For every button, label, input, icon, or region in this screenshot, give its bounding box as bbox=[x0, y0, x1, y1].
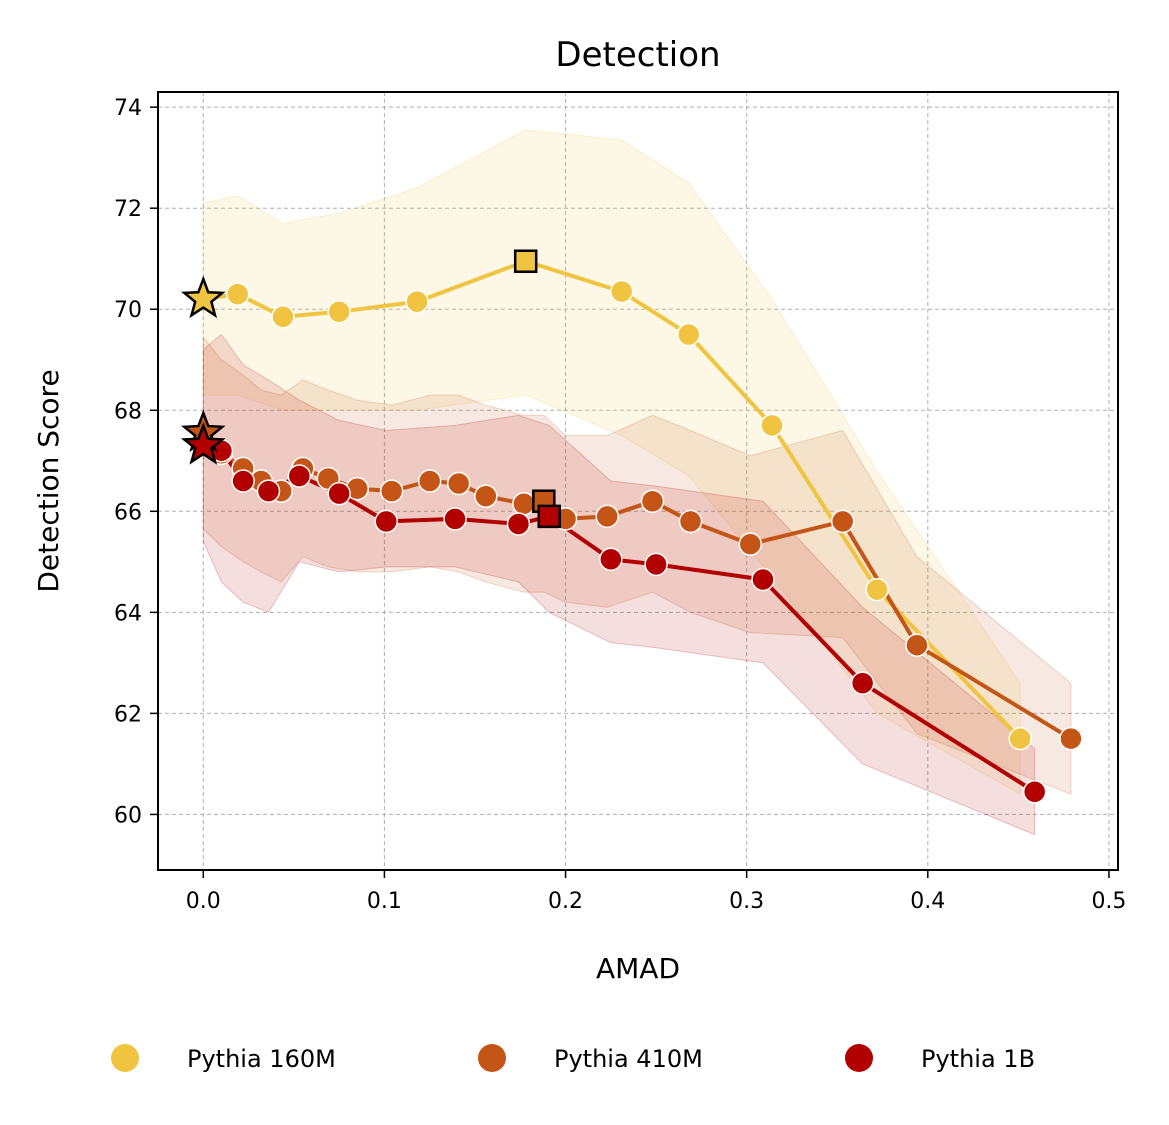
y-tick-label-2: 64 bbox=[114, 601, 142, 626]
legend: Pythia 160M Pythia 410M Pythia 1B bbox=[111, 1044, 1035, 1073]
chart-title: Detection bbox=[555, 35, 720, 75]
baseline-star-pythia-1b bbox=[180, 422, 226, 465]
point-pythia-1b-9 bbox=[599, 547, 623, 572]
y-tick-label-1: 62 bbox=[114, 702, 142, 727]
point-pythia-1b-1 bbox=[231, 469, 255, 493]
point-pythia-410m-9 bbox=[446, 471, 471, 496]
point-pythia-1b-11 bbox=[751, 567, 775, 592]
best-square-pythia-1b bbox=[537, 504, 561, 529]
point-pythia-410m-8 bbox=[417, 469, 442, 493]
legend-marker-pythia-160m bbox=[111, 1044, 139, 1072]
point-pythia-1b-5 bbox=[374, 509, 398, 534]
x-tick-label-4: 0.4 bbox=[910, 889, 945, 914]
point-pythia-1b-2 bbox=[256, 479, 281, 503]
axis-ticks: 0.0 0.1 0.2 0.3 0.4 0.5 60 62 64 66 68 70 72 74 bbox=[114, 96, 1126, 914]
x-tick-label-1: 0.1 bbox=[367, 889, 402, 914]
x-tick-label-3: 0.3 bbox=[729, 889, 764, 914]
y-tick-label-4: 68 bbox=[114, 399, 142, 424]
band-pythia-1b bbox=[202, 333, 1036, 836]
band-pythia-410m bbox=[202, 335, 1072, 795]
y-axis-label: Detection Score bbox=[32, 369, 65, 592]
point-pythia-410m-7 bbox=[379, 479, 404, 503]
point-pythia-1b-6 bbox=[443, 507, 467, 531]
point-pythia-160m-5 bbox=[609, 279, 634, 304]
point-pythia-410m-17 bbox=[738, 532, 763, 556]
legend-label-pythia-410m: Pythia 410M bbox=[554, 1045, 703, 1073]
legend-label-pythia-1b: Pythia 1B bbox=[921, 1045, 1035, 1073]
baseline-star-pythia-160m bbox=[180, 275, 226, 319]
point-pythia-1b-7 bbox=[506, 512, 531, 536]
point-pythia-410m-15 bbox=[640, 489, 665, 513]
point-pythia-1b-3 bbox=[287, 464, 312, 488]
point-pythia-1b-10 bbox=[644, 552, 668, 577]
point-pythia-1b-13 bbox=[1022, 779, 1047, 804]
x-tick-label-5: 0.5 bbox=[1091, 889, 1126, 914]
point-pythia-1b-4 bbox=[327, 481, 351, 506]
point-pythia-160m-6 bbox=[676, 322, 701, 347]
point-pythia-160m-2 bbox=[327, 300, 351, 324]
point-pythia-1b-12 bbox=[850, 671, 875, 695]
legend-marker-pythia-410m bbox=[478, 1044, 506, 1072]
y-tick-label-0: 60 bbox=[114, 803, 142, 828]
point-pythia-410m-18 bbox=[830, 509, 855, 534]
y-tick-label-6: 72 bbox=[114, 197, 142, 222]
best-square-pythia-160m bbox=[513, 249, 538, 273]
x-tick-label-0: 0.0 bbox=[186, 889, 221, 914]
point-pythia-160m-0 bbox=[225, 282, 250, 306]
y-tick-label-3: 66 bbox=[114, 500, 142, 525]
point-pythia-160m-7 bbox=[760, 413, 784, 438]
point-pythia-410m-20 bbox=[1059, 726, 1083, 751]
point-pythia-160m-9 bbox=[1008, 726, 1032, 751]
x-tick-label-2: 0.2 bbox=[548, 889, 583, 914]
legend-label-pythia-160m: Pythia 160M bbox=[187, 1045, 336, 1073]
point-pythia-160m-8 bbox=[865, 577, 889, 602]
point-pythia-410m-11 bbox=[512, 491, 536, 516]
point-pythia-410m-14 bbox=[595, 504, 619, 529]
grid-layer bbox=[158, 92, 1118, 870]
series-markers bbox=[180, 249, 1083, 804]
plot-area-frame bbox=[157, 91, 1119, 871]
y-tick-label-7: 74 bbox=[114, 96, 142, 121]
point-pythia-410m-10 bbox=[474, 484, 498, 508]
point-pythia-410m-19 bbox=[905, 633, 929, 657]
point-pythia-160m-1 bbox=[271, 305, 295, 329]
point-pythia-410m-16 bbox=[678, 509, 703, 534]
legend-marker-pythia-1b bbox=[845, 1044, 873, 1072]
point-pythia-160m-3 bbox=[405, 289, 429, 314]
y-tick-label-5: 70 bbox=[114, 298, 142, 323]
x-axis-label: AMAD bbox=[596, 952, 680, 985]
